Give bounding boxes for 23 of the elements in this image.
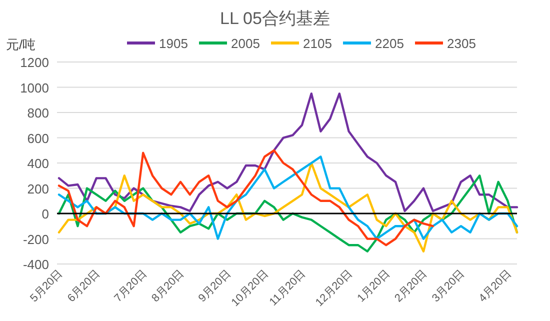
y-tick-label: 1200	[20, 55, 49, 70]
legend-label: 2005	[231, 36, 260, 51]
legend-label: 2305	[447, 36, 476, 51]
x-tick-label: 8月20日	[150, 268, 187, 305]
x-tick-label: 3月20日	[430, 268, 468, 305]
legend-label: 2105	[303, 36, 332, 51]
x-tick-label: 7月20日	[112, 268, 150, 305]
y-tick-label: 600	[27, 130, 49, 146]
x-tick-label: 1月20日	[355, 268, 392, 305]
y-tick-label: 400	[27, 156, 49, 171]
y-tick-label: 0	[42, 206, 49, 222]
x-tick-label: 4月20日	[476, 268, 514, 305]
legend-label: 2205	[375, 36, 404, 51]
legend-label: 1905	[159, 36, 188, 51]
x-tick-label: 6月20日	[65, 268, 103, 305]
y-axis-title: 元/吨	[6, 37, 36, 52]
y-tick-label: 1000	[20, 80, 49, 96]
x-tick-label: 2月20日	[392, 268, 430, 305]
y-tick-label: 800	[27, 106, 49, 120]
y-tick-label: -200	[22, 232, 49, 247]
chart-title: LL 05合约基差	[220, 9, 330, 28]
y-tick-label: 200	[27, 181, 49, 196]
x-tick-label: 12月20日	[314, 268, 355, 309]
